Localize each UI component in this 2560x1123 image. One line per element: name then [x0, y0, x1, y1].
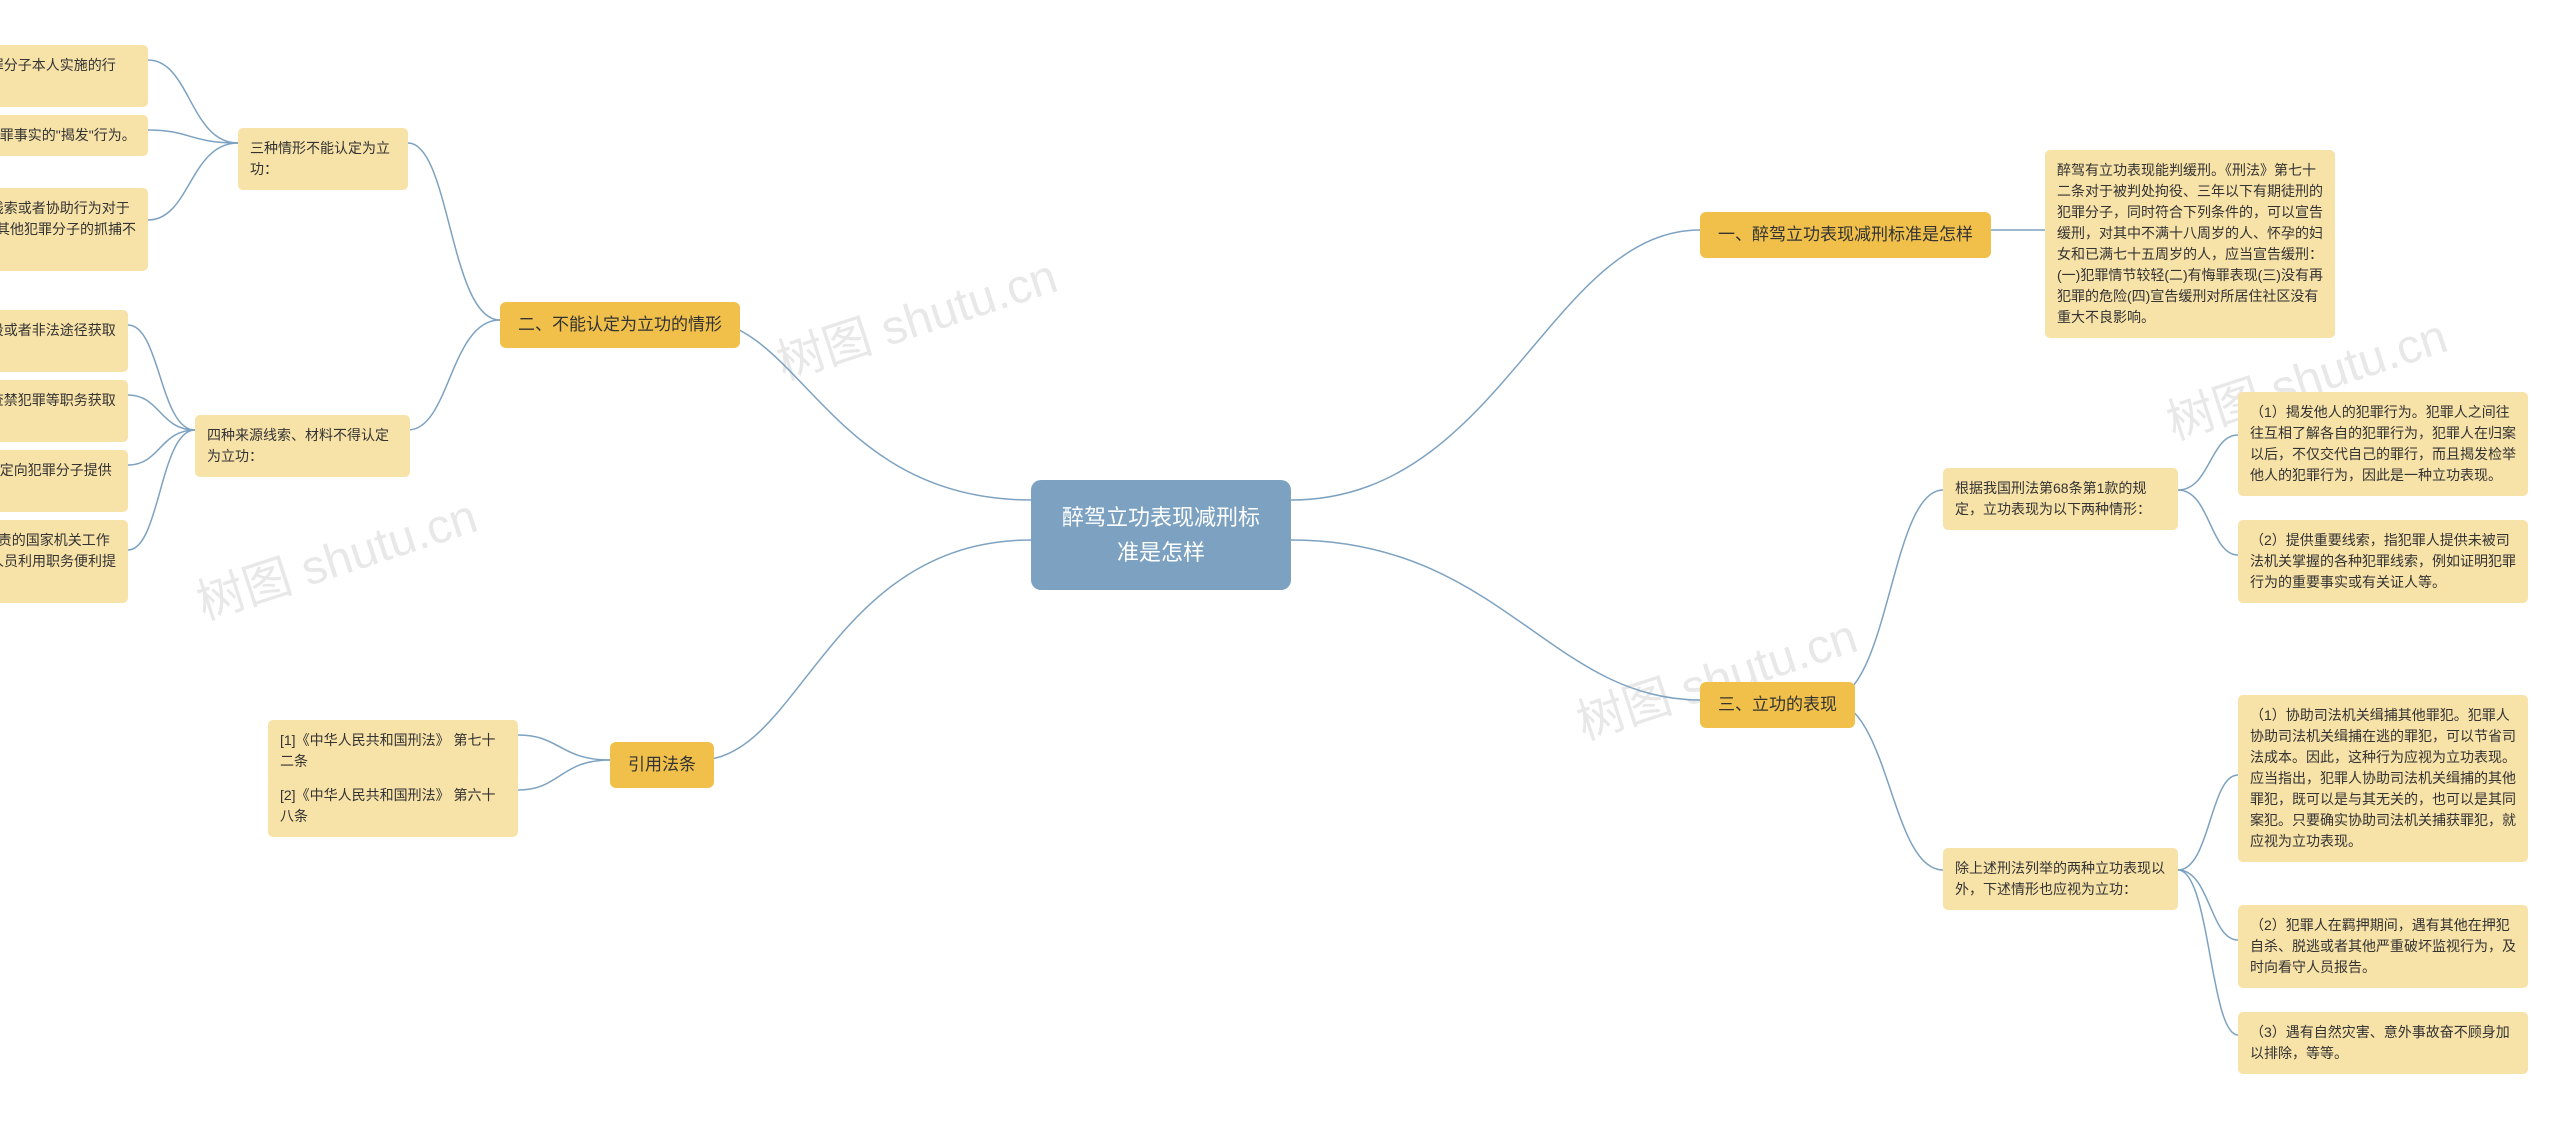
branch-3-group1-item1: （1）揭发他人的犯罪行为。犯罪人之间往往互相了解各自的犯罪行为，犯罪人在归案以后… — [2238, 392, 2528, 496]
branch-1-detail: 醉驾有立功表现能判缓刑。《刑法》第七十二条对于被判处拘役、三年以下有期徒刑的犯罪… — [2045, 150, 2335, 338]
branch-2-group2-item2: 2、本人因原担任的查禁犯罪等职务获取的。 — [0, 380, 128, 442]
branch-3-group2-item2: （2）犯罪人在羁押期间，遇有其他在押犯自杀、脱逃或者其他严重破坏监视行为，及时向… — [2238, 905, 2528, 988]
branch-ref-item1: [1]《中华人民共和国刑法》 第七十二条 — [268, 720, 518, 782]
branch-2-group1-label: 三种情形不能认定为立功： — [238, 128, 408, 190]
branch-1: 一、醉驾立功表现减刑标准是怎样 — [1700, 212, 1991, 258]
branch-3-group2-label: 除上述刑法列举的两种立功表现以外，下述情形也应视为立功： — [1943, 848, 2178, 910]
branch-2-group1-item3: 3、犯罪分子提供的线索或者协助行为对于其他案件的侦破或者其他犯罪分子的抓捕不具有… — [0, 188, 148, 271]
branch-2-group1-item1: 1、非犯罪分子本人实施的行为。 — [0, 45, 148, 107]
branch-ref-item2: [2]《中华人民共和国刑法》 第六十八条 — [268, 775, 518, 837]
watermark: 树图 shutu.cn — [186, 477, 484, 633]
branch-2-group2-item1: 1、本人通过非法手段或者非法途径获取的。 — [0, 310, 128, 372]
branch-3-group2-item3: （3）遇有自然灾害、意外事故奋不顾身加以排除，等等。 — [2238, 1012, 2528, 1074]
branch-2-group2-item4: 4、负有查禁犯罪活动职责的国家机关工作人员或者其他国家工作人员利用职务便利提供的… — [0, 520, 128, 603]
branch-2: 二、不能认定为立功的情形 — [500, 302, 740, 348]
watermark: 树图 shutu.cn — [1566, 597, 1864, 753]
branch-2-group2-label: 四种来源线索、材料不得认定为立功： — [195, 415, 410, 477]
branch-3-group1-item2: （2）提供重要线索，指犯罪人提供未被司法机关掌握的各种犯罪线索，例如证明犯罪行为… — [2238, 520, 2528, 603]
branch-2-group1-item2: 2、没有指明具体犯罪事实的"揭发"行为。 — [0, 115, 148, 156]
branch-ref: 引用法条 — [610, 742, 714, 788]
branch-3-group1-label: 根据我国刑法第68条第1款的规定，立功表现为以下两种情形： — [1943, 468, 2178, 530]
center-topic: 醉驾立功表现减刑标准是怎样 — [1031, 480, 1291, 590]
branch-3: 三、立功的表现 — [1700, 682, 1855, 728]
branch-3-group2-item1: （1）协助司法机关缉捕其他罪犯。犯罪人协助司法机关缉捕在逃的罪犯，可以节省司法成… — [2238, 695, 2528, 862]
branch-2-group2-item3: 3、他人违反监管规定向犯罪分子提供的。 — [0, 450, 128, 512]
watermark: 树图 shutu.cn — [766, 237, 1064, 393]
